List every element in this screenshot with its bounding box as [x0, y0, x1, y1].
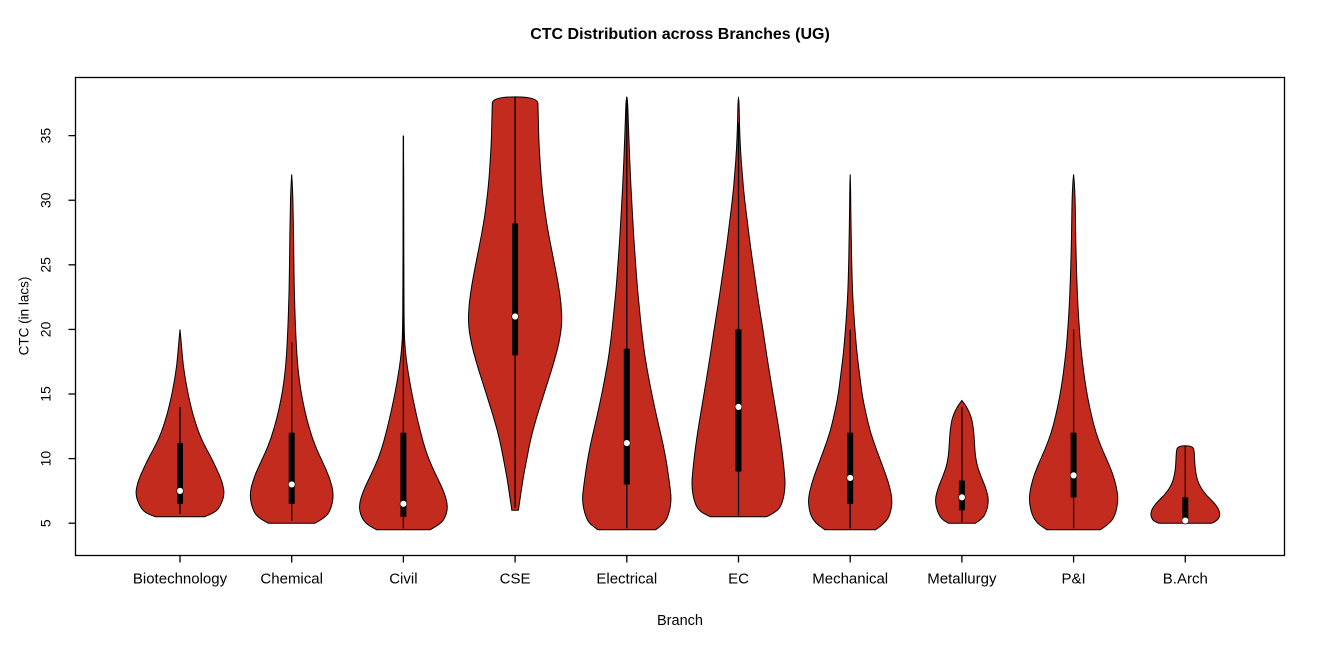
x-tick-label: Mechanical: [812, 571, 888, 588]
chart-title: CTC Distribution across Branches (UG): [530, 26, 830, 43]
x-tick-label: Chemical: [260, 571, 323, 588]
x-tick-label: P&I: [1062, 571, 1086, 588]
median-dot-civil: [399, 500, 408, 508]
y-tick-label: 30: [38, 192, 54, 208]
x-tick-label: Civil: [389, 571, 417, 588]
x-tick-label: Electrical: [596, 571, 657, 588]
x-axis-title: Branch: [657, 613, 703, 629]
y-tick-label: 20: [38, 321, 54, 337]
x-tick-label: CSE: [500, 571, 531, 588]
median-dot-cse: [511, 312, 519, 321]
median-dot-chemical: [288, 480, 296, 489]
y-tick-label: 5: [38, 519, 54, 527]
y-tick-label: 15: [38, 386, 54, 402]
median-dot-metallurgy: [958, 493, 966, 502]
median-dot-electrical: [623, 439, 631, 447]
y-tick-label: 10: [38, 451, 54, 467]
x-tick-label: Metallurgy: [927, 571, 997, 588]
plot-border: [74, 76, 1286, 557]
median-dot-b-arch: [1181, 516, 1190, 525]
x-tick-label: B.Arch: [1163, 571, 1208, 588]
median-dot-biotechnology: [176, 487, 184, 495]
x-tick-label: Biotechnology: [133, 571, 228, 588]
median-dot-mechanical: [846, 474, 854, 482]
y-tick-label: 25: [38, 257, 54, 273]
median-dot-p-i: [1069, 471, 1078, 480]
median-dot-ec: [734, 403, 743, 411]
y-tick-label: 35: [38, 128, 54, 144]
x-tick-label: EC: [728, 571, 749, 588]
